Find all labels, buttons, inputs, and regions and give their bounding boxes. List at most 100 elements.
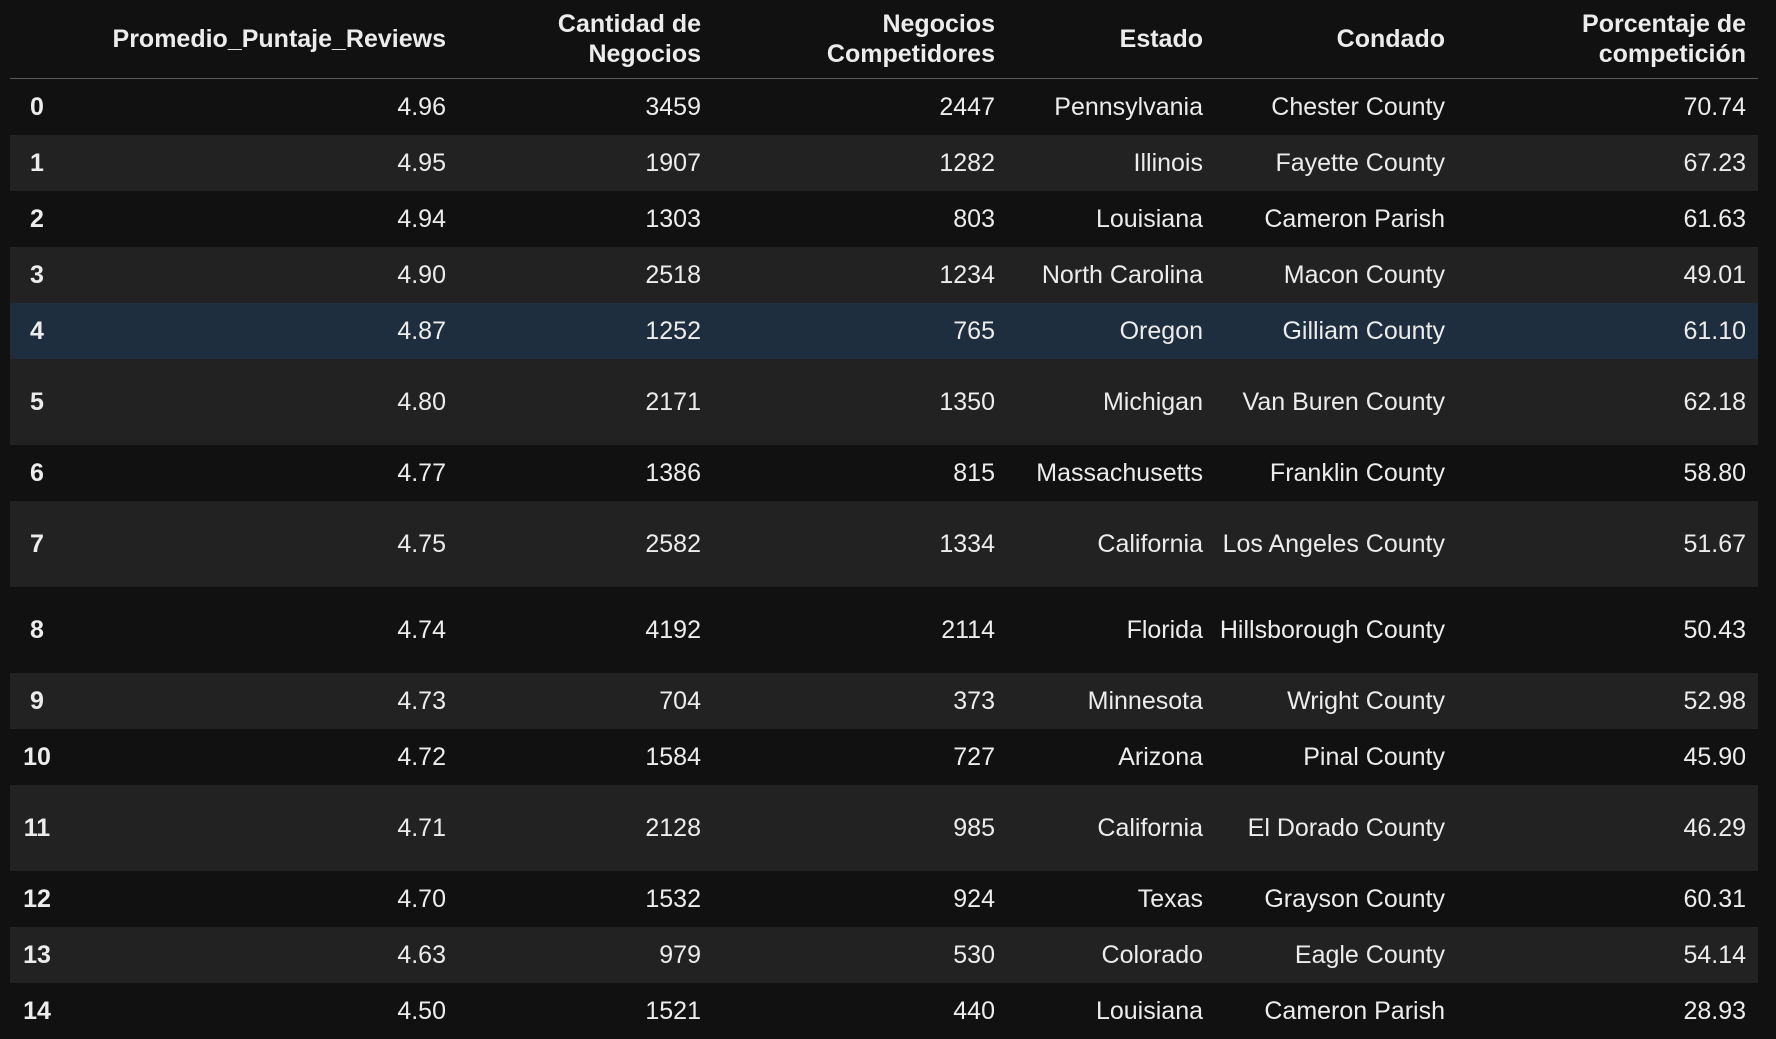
- cell-porcentaje-de-competicion: 54.14: [1683, 940, 1746, 969]
- cell-porcentaje-de-competicion: 61.10: [1683, 316, 1746, 345]
- table-row[interactable]: 5 4.80 2171 1350 Michigan Van Buren County 62.…: [10, 358, 1758, 445]
- cell-promedio-puntaje-reviews: 4.77: [397, 458, 446, 487]
- cell-negocios-competidores: 815: [953, 458, 995, 487]
- cell-cantidad-de-negocios: 1303: [645, 204, 701, 233]
- cell-promedio-puntaje-reviews: 4.72: [397, 742, 446, 771]
- table-row[interactable]: 10 4.72 1584 727 Arizona Pinal County 45.90: [10, 728, 1758, 785]
- cell-condado: Los Angeles County: [1222, 529, 1445, 558]
- row-index: 10: [23, 742, 51, 771]
- cell-porcentaje-de-competicion: 70.74: [1683, 92, 1746, 121]
- cell-estado: Michigan: [1102, 387, 1203, 416]
- cell-negocios-competidores: 1350: [939, 387, 995, 416]
- cell-estado: Florida: [1126, 615, 1203, 644]
- cell-promedio-puntaje-reviews: 4.63: [397, 940, 446, 969]
- cell-negocios-competidores: 440: [953, 996, 995, 1025]
- cell-cantidad-de-negocios: 704: [659, 686, 701, 715]
- cell-promedio-puntaje-reviews: 4.71: [397, 813, 446, 842]
- row-index: 1: [30, 148, 44, 177]
- cell-porcentaje-de-competicion: 45.90: [1683, 742, 1746, 771]
- cell-negocios-competidores: 1234: [939, 260, 995, 289]
- cell-condado: Eagle County: [1294, 940, 1445, 969]
- table-row[interactable]: 6 4.77 1386 815 Massachusetts Franklin County…: [10, 444, 1758, 501]
- cell-negocios-competidores: 1282: [939, 148, 995, 177]
- cell-cantidad-de-negocios: 1584: [645, 742, 701, 771]
- cell-porcentaje-de-competicion: 52.98: [1683, 686, 1746, 715]
- table-row[interactable]: 3 4.90 2518 1234 North Carolina Macon County 4…: [10, 246, 1758, 303]
- cell-estado: Arizona: [1118, 742, 1203, 771]
- cell-estado: Colorado: [1101, 940, 1203, 969]
- column-header-negocios-competidores: Negocios Competidores: [713, 0, 1007, 79]
- row-index: 2: [30, 204, 44, 233]
- cell-condado: Gilliam County: [1282, 316, 1445, 345]
- cell-condado: El Dorado County: [1247, 813, 1445, 842]
- cell-condado: Macon County: [1283, 260, 1445, 289]
- cell-cantidad-de-negocios: 2128: [645, 813, 701, 842]
- table-row[interactable]: 7 4.75 2582 1334 California Los Angeles Count…: [10, 500, 1758, 587]
- cell-negocios-competidores: 924: [953, 884, 995, 913]
- cell-promedio-puntaje-reviews: 4.90: [397, 260, 446, 289]
- table-row[interactable]: 13 4.63 979 530 Colorado Eagle County 54.14: [10, 926, 1758, 983]
- cell-porcentaje-de-competicion: 50.43: [1683, 615, 1746, 644]
- row-index: 5: [30, 387, 44, 416]
- column-header-estado: Estado: [1007, 0, 1215, 79]
- cell-promedio-puntaje-reviews: 4.70: [397, 884, 446, 913]
- cell-promedio-puntaje-reviews: 4.73: [397, 686, 446, 715]
- cell-promedio-puntaje-reviews: 4.50: [397, 996, 446, 1025]
- row-index: 0: [30, 92, 44, 121]
- cell-negocios-competidores: 2114: [941, 615, 995, 644]
- cell-condado: Cameron Parish: [1264, 996, 1445, 1025]
- cell-condado: Grayson County: [1264, 884, 1445, 913]
- cell-cantidad-de-negocios: 3459: [645, 92, 701, 121]
- cell-porcentaje-de-competicion: 60.31: [1683, 884, 1746, 913]
- table-row[interactable]: 9 4.73 704 373 Minnesota Wright County 52.98: [10, 672, 1758, 729]
- cell-promedio-puntaje-reviews: 4.96: [397, 92, 446, 121]
- row-index: 9: [30, 686, 44, 715]
- cell-estado: Pennsylvania: [1054, 92, 1203, 121]
- cell-cantidad-de-negocios: 4192: [645, 615, 701, 644]
- cell-condado: Cameron Parish: [1264, 204, 1445, 233]
- table-row[interactable]: 4 4.87 1252 765 Oregon Gilliam County 61.10: [10, 302, 1758, 359]
- cell-promedio-puntaje-reviews: 4.80: [397, 387, 446, 416]
- cell-condado: Van Buren County: [1242, 387, 1445, 416]
- cell-condado: Pinal County: [1303, 742, 1445, 771]
- cell-cantidad-de-negocios: 1252: [645, 316, 701, 345]
- cell-estado: California: [1097, 813, 1203, 842]
- row-index: 13: [23, 940, 51, 969]
- column-header-condado: Condado: [1215, 0, 1457, 79]
- header-row: Promedio_Puntaje_Reviews Cantidad de Neg…: [10, 0, 1758, 79]
- table-body: 0 4.96 3459 2447 Pennsylvania Chester County 7…: [10, 78, 1758, 1039]
- cell-negocios-competidores: 727: [953, 742, 995, 771]
- table-row[interactable]: 0 4.96 3459 2447 Pennsylvania Chester County 7…: [10, 78, 1758, 135]
- cell-condado: Chester County: [1271, 92, 1445, 121]
- cell-condado: Wright County: [1287, 686, 1445, 715]
- cell-negocios-competidores: 765: [953, 316, 995, 345]
- cell-negocios-competidores: 530: [953, 940, 995, 969]
- column-header-cantidad-de-negocios: Cantidad de Negocios: [458, 0, 713, 79]
- cell-negocios-competidores: 373: [953, 686, 995, 715]
- cell-negocios-competidores: 1334: [939, 529, 995, 558]
- cell-condado: Hillsborough County: [1219, 615, 1445, 644]
- index-column-header: [10, 0, 64, 79]
- table-row[interactable]: 2 4.94 1303 803 Louisiana Cameron Parish 61.63: [10, 190, 1758, 247]
- cell-cantidad-de-negocios: 2171: [645, 387, 701, 416]
- cell-estado: Louisiana: [1095, 996, 1203, 1025]
- table-row[interactable]: 14 4.50 1521 440 Louisiana Cameron Parish 28.9…: [10, 982, 1758, 1039]
- cell-estado: Louisiana: [1095, 204, 1203, 233]
- cell-porcentaje-de-competicion: 61.63: [1683, 204, 1746, 233]
- row-index: 8: [30, 615, 44, 644]
- cell-porcentaje-de-competicion: 46.29: [1683, 813, 1746, 842]
- cell-cantidad-de-negocios: 1521: [645, 996, 701, 1025]
- table-row[interactable]: 12 4.70 1532 924 Texas Grayson County 60.31: [10, 870, 1758, 927]
- cell-estado: Illinois: [1133, 148, 1203, 177]
- cell-promedio-puntaje-reviews: 4.74: [397, 615, 446, 644]
- table-row[interactable]: 1 4.95 1907 1282 Illinois Fayette County 67.23: [10, 134, 1758, 191]
- table-row[interactable]: 8 4.74 4192 2114 Florida Hillsborough County 5…: [10, 586, 1758, 673]
- cell-negocios-competidores: 803: [953, 204, 995, 233]
- row-index: 7: [30, 529, 44, 558]
- table-row[interactable]: 11 4.71 2128 985 California El Dorado County 4…: [10, 784, 1758, 871]
- cell-estado: Massachusetts: [1036, 458, 1203, 487]
- cell-porcentaje-de-competicion: 58.80: [1683, 458, 1746, 487]
- cell-cantidad-de-negocios: 1386: [645, 458, 701, 487]
- cell-estado: Minnesota: [1087, 686, 1203, 715]
